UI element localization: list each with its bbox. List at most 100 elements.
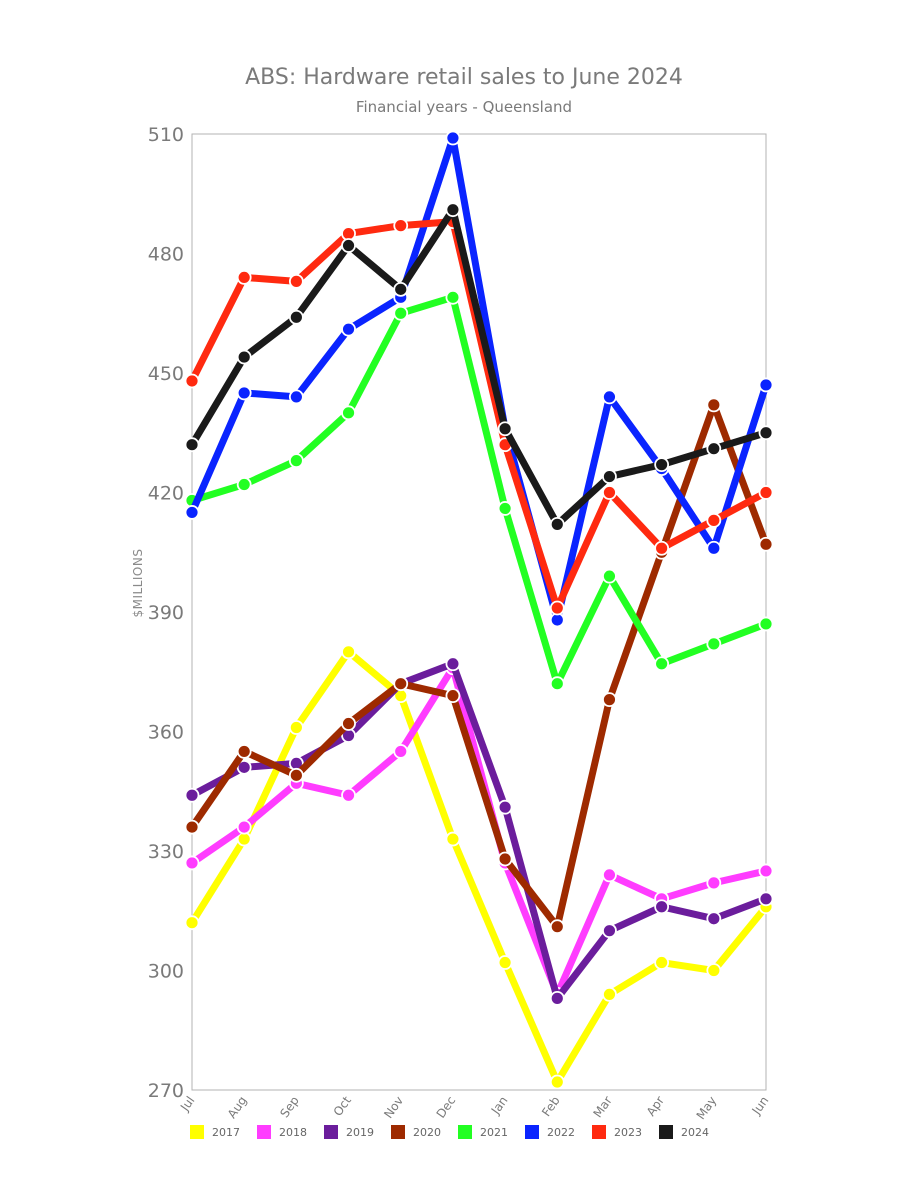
data-point[interactable] bbox=[602, 867, 617, 883]
legend-label: 2023 bbox=[614, 1126, 642, 1139]
data-point[interactable] bbox=[393, 305, 409, 321]
data-point[interactable] bbox=[236, 269, 252, 285]
data-point[interactable] bbox=[184, 855, 200, 871]
data-point[interactable] bbox=[549, 676, 565, 692]
data-point[interactable] bbox=[288, 720, 304, 735]
data-point[interactable] bbox=[184, 819, 200, 835]
legend-item[interactable]: 2019 bbox=[324, 1125, 374, 1139]
data-point[interactable] bbox=[236, 831, 252, 847]
data-point[interactable] bbox=[236, 759, 252, 775]
data-point[interactable] bbox=[445, 688, 461, 704]
x-tick-label: Jan bbox=[488, 1094, 511, 1118]
data-point[interactable] bbox=[602, 987, 617, 1002]
data-point[interactable] bbox=[445, 656, 461, 672]
legend-swatch bbox=[391, 1125, 405, 1139]
data-point[interactable] bbox=[236, 349, 252, 365]
legend: 2017 2018 2019 2020 2021 2022 2023 2024 bbox=[190, 1125, 709, 1139]
data-point[interactable] bbox=[758, 377, 774, 393]
series-line bbox=[188, 293, 770, 688]
data-point[interactable] bbox=[549, 600, 565, 616]
data-point[interactable] bbox=[184, 505, 200, 520]
legend-item[interactable]: 2018 bbox=[257, 1125, 307, 1139]
data-point[interactable] bbox=[341, 405, 356, 421]
data-point[interactable] bbox=[445, 831, 461, 847]
data-point[interactable] bbox=[706, 636, 722, 652]
data-point[interactable] bbox=[393, 218, 409, 234]
data-point[interactable] bbox=[393, 676, 409, 692]
legend-item[interactable]: 2020 bbox=[391, 1125, 441, 1139]
data-point[interactable] bbox=[288, 453, 304, 469]
data-point[interactable] bbox=[706, 540, 722, 556]
data-point[interactable] bbox=[236, 385, 252, 401]
data-point[interactable] bbox=[602, 485, 617, 500]
data-point[interactable] bbox=[236, 744, 252, 759]
data-point[interactable] bbox=[758, 485, 774, 500]
data-point[interactable] bbox=[288, 389, 304, 405]
legend-item[interactable]: 2017 bbox=[190, 1125, 240, 1139]
data-point[interactable] bbox=[549, 612, 565, 628]
data-point[interactable] bbox=[706, 911, 722, 927]
data-point[interactable] bbox=[654, 656, 670, 672]
data-point[interactable] bbox=[706, 875, 722, 891]
y-tick-label: 360 bbox=[148, 722, 184, 744]
y-axis-ticks: 270 300 330 360 390 420 450 480 510 bbox=[148, 124, 184, 1102]
data-point[interactable] bbox=[654, 955, 670, 970]
data-point[interactable] bbox=[706, 397, 722, 413]
series-2017 bbox=[184, 644, 774, 1090]
data-point[interactable] bbox=[602, 568, 617, 584]
data-point[interactable] bbox=[184, 437, 200, 453]
legend-item[interactable]: 2021 bbox=[458, 1125, 508, 1139]
data-point[interactable] bbox=[549, 1074, 565, 1090]
data-point[interactable] bbox=[288, 767, 304, 783]
data-point[interactable] bbox=[549, 990, 565, 1006]
legend-item[interactable]: 2023 bbox=[592, 1125, 642, 1139]
data-point[interactable] bbox=[497, 851, 513, 867]
data-point[interactable] bbox=[288, 309, 304, 325]
data-point[interactable] bbox=[497, 799, 513, 815]
data-point[interactable] bbox=[341, 716, 356, 731]
legend-label: 2020 bbox=[413, 1126, 441, 1139]
data-point[interactable] bbox=[549, 919, 565, 935]
data-point[interactable] bbox=[602, 469, 617, 484]
data-point[interactable] bbox=[497, 421, 513, 437]
data-point[interactable] bbox=[706, 963, 722, 978]
data-point[interactable] bbox=[393, 281, 409, 297]
data-point[interactable] bbox=[288, 273, 304, 289]
data-point[interactable] bbox=[758, 616, 774, 632]
data-point[interactable] bbox=[393, 744, 409, 759]
data-point[interactable] bbox=[654, 899, 670, 915]
data-point[interactable] bbox=[445, 289, 461, 305]
y-tick-label: 450 bbox=[148, 363, 184, 385]
data-point[interactable] bbox=[602, 923, 617, 939]
data-point[interactable] bbox=[758, 425, 774, 441]
data-point[interactable] bbox=[341, 238, 356, 253]
data-point[interactable] bbox=[445, 202, 461, 218]
data-point[interactable] bbox=[445, 130, 461, 146]
data-point[interactable] bbox=[184, 915, 200, 931]
data-point[interactable] bbox=[341, 787, 356, 803]
data-point[interactable] bbox=[341, 644, 356, 660]
data-point[interactable] bbox=[184, 373, 200, 389]
data-point[interactable] bbox=[236, 819, 252, 835]
data-point[interactable] bbox=[758, 891, 774, 907]
legend-item[interactable]: 2022 bbox=[525, 1125, 575, 1139]
data-point[interactable] bbox=[706, 441, 722, 457]
data-point[interactable] bbox=[602, 692, 617, 708]
data-point[interactable] bbox=[236, 477, 252, 492]
data-point[interactable] bbox=[758, 863, 774, 879]
data-point[interactable] bbox=[184, 787, 200, 803]
legend-label: 2021 bbox=[480, 1126, 508, 1139]
data-point[interactable] bbox=[341, 226, 356, 241]
data-point[interactable] bbox=[341, 321, 356, 337]
data-point[interactable] bbox=[497, 501, 513, 516]
data-point[interactable] bbox=[758, 536, 774, 552]
data-point[interactable] bbox=[497, 955, 513, 970]
data-point[interactable] bbox=[654, 540, 670, 556]
data-point[interactable] bbox=[602, 389, 617, 405]
data-point[interactable] bbox=[706, 512, 722, 528]
data-point[interactable] bbox=[549, 516, 565, 532]
data-point[interactable] bbox=[654, 457, 670, 473]
legend-item[interactable]: 2024 bbox=[659, 1125, 709, 1139]
y-tick-label: 330 bbox=[148, 841, 184, 863]
x-tick-label: Mar bbox=[590, 1094, 614, 1121]
